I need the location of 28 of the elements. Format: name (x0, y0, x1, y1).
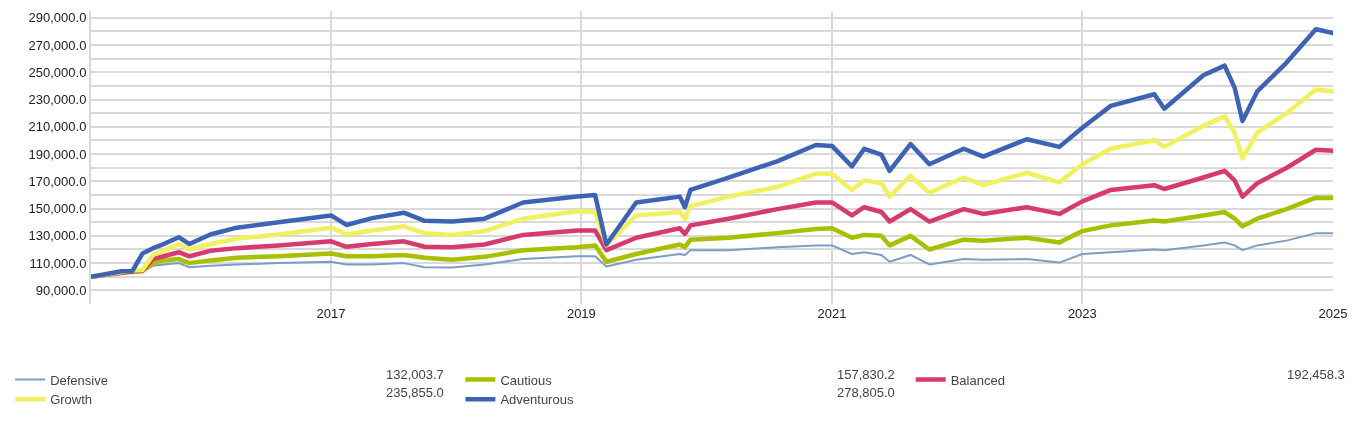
line-series (91, 147, 1333, 279)
text: 278,805.0 (837, 385, 895, 400)
y-tick-label: 110,000.0 (29, 255, 87, 271)
y-tick-label: 190,000.0 (28, 146, 87, 162)
y-tick-label: 170,000.0 (28, 173, 87, 189)
legend-label: Adventurous (500, 392, 574, 408)
x-tick-label: 2017 (316, 306, 346, 321)
x-tick-label: 2025 (1318, 306, 1348, 321)
x-tick-label: 2019 (566, 306, 596, 321)
y-tick-label: 130,000.0 (28, 228, 87, 244)
y-tick-label: 230,000.0 (28, 92, 87, 108)
y-tick-label: 210,000.0 (28, 119, 87, 135)
legend-label: Growth (50, 392, 93, 408)
y-tick-label: 270,000.0 (28, 37, 87, 53)
text: 132,003.7 (386, 367, 444, 382)
text: 157,830.2 (837, 367, 895, 382)
text: 235,855.0 (386, 385, 444, 400)
text: 192,458.3 (1287, 367, 1345, 382)
legend-label: Cautious (500, 372, 553, 388)
line-series (91, 27, 1333, 279)
legend-label: Defensive (50, 372, 108, 388)
x-tick-label: 2021 (817, 306, 847, 321)
y-tick-label: 250,000.0 (28, 64, 87, 80)
y-tick-label: 150,000.0 (28, 201, 87, 217)
y-tick-label: 290,000.0 (28, 10, 87, 26)
y-tick-label: 90,000.0 (35, 282, 87, 298)
legend-label: Balanced (950, 372, 1005, 388)
x-tick-label: 2023 (1067, 306, 1097, 321)
